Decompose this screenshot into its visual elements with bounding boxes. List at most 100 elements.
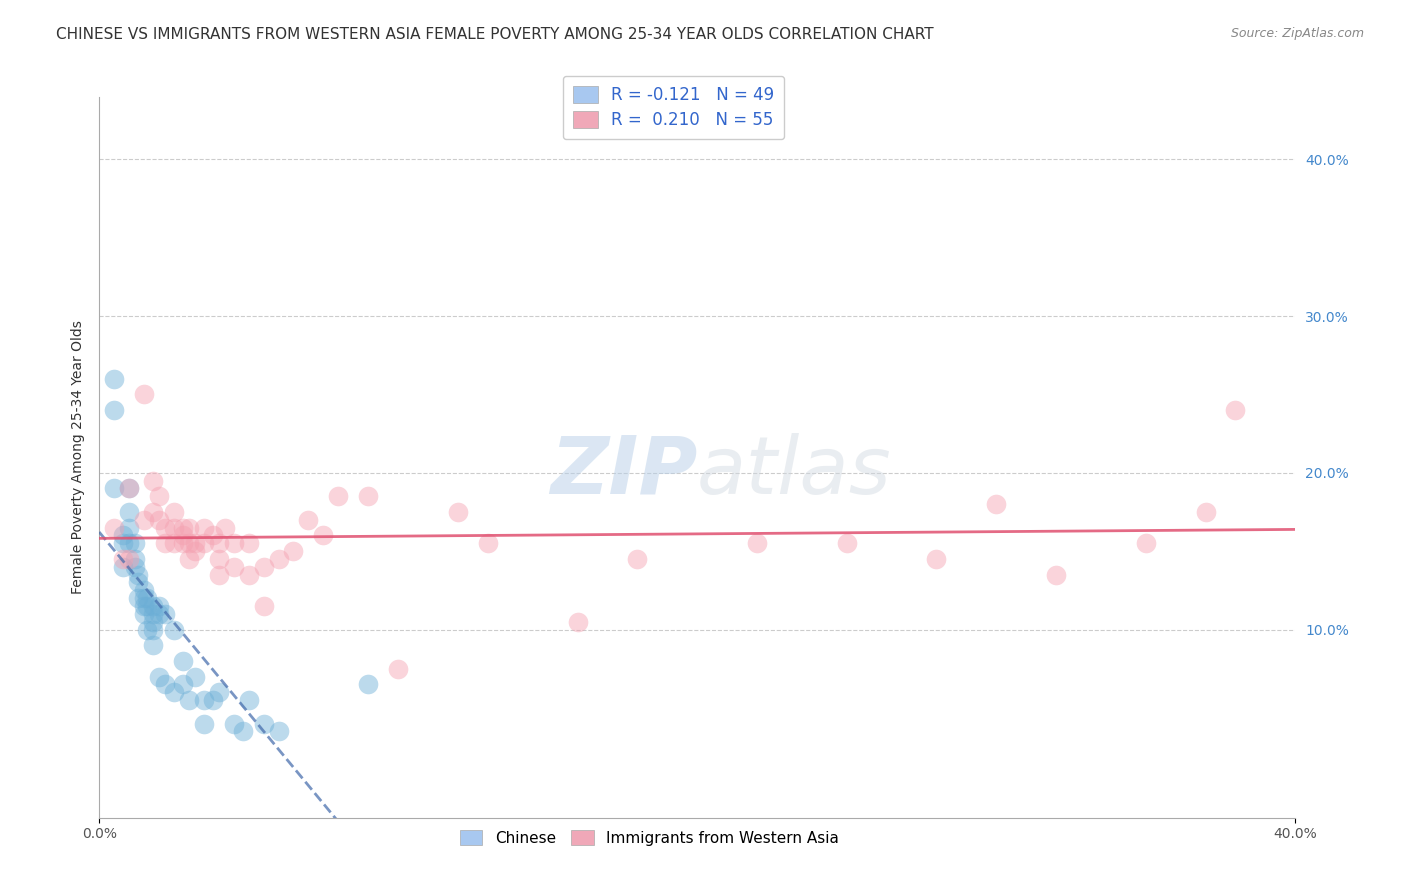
Point [148,489,170,503]
Text: atlas: atlas [697,433,891,510]
Point [142,638,165,652]
Point [238,693,260,707]
Point [447,505,470,519]
Point [118,482,141,496]
Point [208,552,231,566]
Point [1194,505,1216,519]
Point [127,575,149,590]
Point [184,669,207,683]
Point [163,623,186,637]
Point [172,654,194,668]
Point [297,513,319,527]
Point [214,521,236,535]
Text: Source: ZipAtlas.com: Source: ZipAtlas.com [1230,27,1364,40]
Point [193,521,215,535]
Point [142,623,165,637]
Point [567,615,589,629]
Point [267,724,290,739]
Point [357,489,380,503]
Point [103,372,125,386]
Point [132,513,155,527]
Point [184,536,207,550]
Point [193,693,215,707]
Point [177,693,200,707]
Point [148,607,170,621]
Point [252,716,274,731]
Point [193,536,215,550]
Point [112,536,135,550]
Point [252,599,274,613]
Point [153,521,176,535]
Point [124,559,146,574]
Point [222,559,245,574]
Point [148,669,170,683]
Point [626,552,648,566]
Point [267,552,290,566]
Point [118,521,141,535]
Point [163,521,186,535]
Point [103,482,125,496]
Point [745,536,768,550]
Point [118,482,141,496]
Legend: R = -0.121   N = 49, R =  0.210   N = 55: R = -0.121 N = 49, R = 0.210 N = 55 [562,76,785,139]
Point [142,474,165,488]
Point [208,567,231,582]
Point [357,677,380,691]
Point [163,536,186,550]
Point [283,544,305,558]
Point [132,599,155,613]
Point [112,552,135,566]
Point [252,559,274,574]
Point [103,521,125,535]
Point [1225,403,1247,417]
Point [148,599,170,613]
Point [387,662,409,676]
Point [925,552,948,566]
Point [132,591,155,606]
Point [208,536,231,550]
Point [124,552,146,566]
Point [222,716,245,731]
Point [177,552,200,566]
Point [127,591,149,606]
Point [112,528,135,542]
Point [112,559,135,574]
Point [136,623,159,637]
Point [142,505,165,519]
Point [172,521,194,535]
Point [193,716,215,731]
Point [201,693,224,707]
Point [328,489,350,503]
Point [172,677,194,691]
Point [184,544,207,558]
Point [232,724,254,739]
Point [172,536,194,550]
Point [136,591,159,606]
Point [132,583,155,598]
Point [148,513,170,527]
Point [177,536,200,550]
Point [127,567,149,582]
Point [118,552,141,566]
Point [118,536,141,550]
Point [132,607,155,621]
Point [153,536,176,550]
Point [177,521,200,535]
Point [986,497,1008,511]
Point [835,536,858,550]
Point [312,528,335,542]
Point [153,677,176,691]
Point [172,528,194,542]
Point [477,536,499,550]
Point [208,685,231,699]
Text: CHINESE VS IMMIGRANTS FROM WESTERN ASIA FEMALE POVERTY AMONG 25-34 YEAR OLDS COR: CHINESE VS IMMIGRANTS FROM WESTERN ASIA … [56,27,934,42]
Point [132,387,155,401]
Point [136,599,159,613]
Point [238,536,260,550]
Point [153,607,176,621]
Point [222,536,245,550]
Point [142,599,165,613]
Point [163,505,186,519]
Text: ZIP: ZIP [550,433,697,510]
Point [142,615,165,629]
